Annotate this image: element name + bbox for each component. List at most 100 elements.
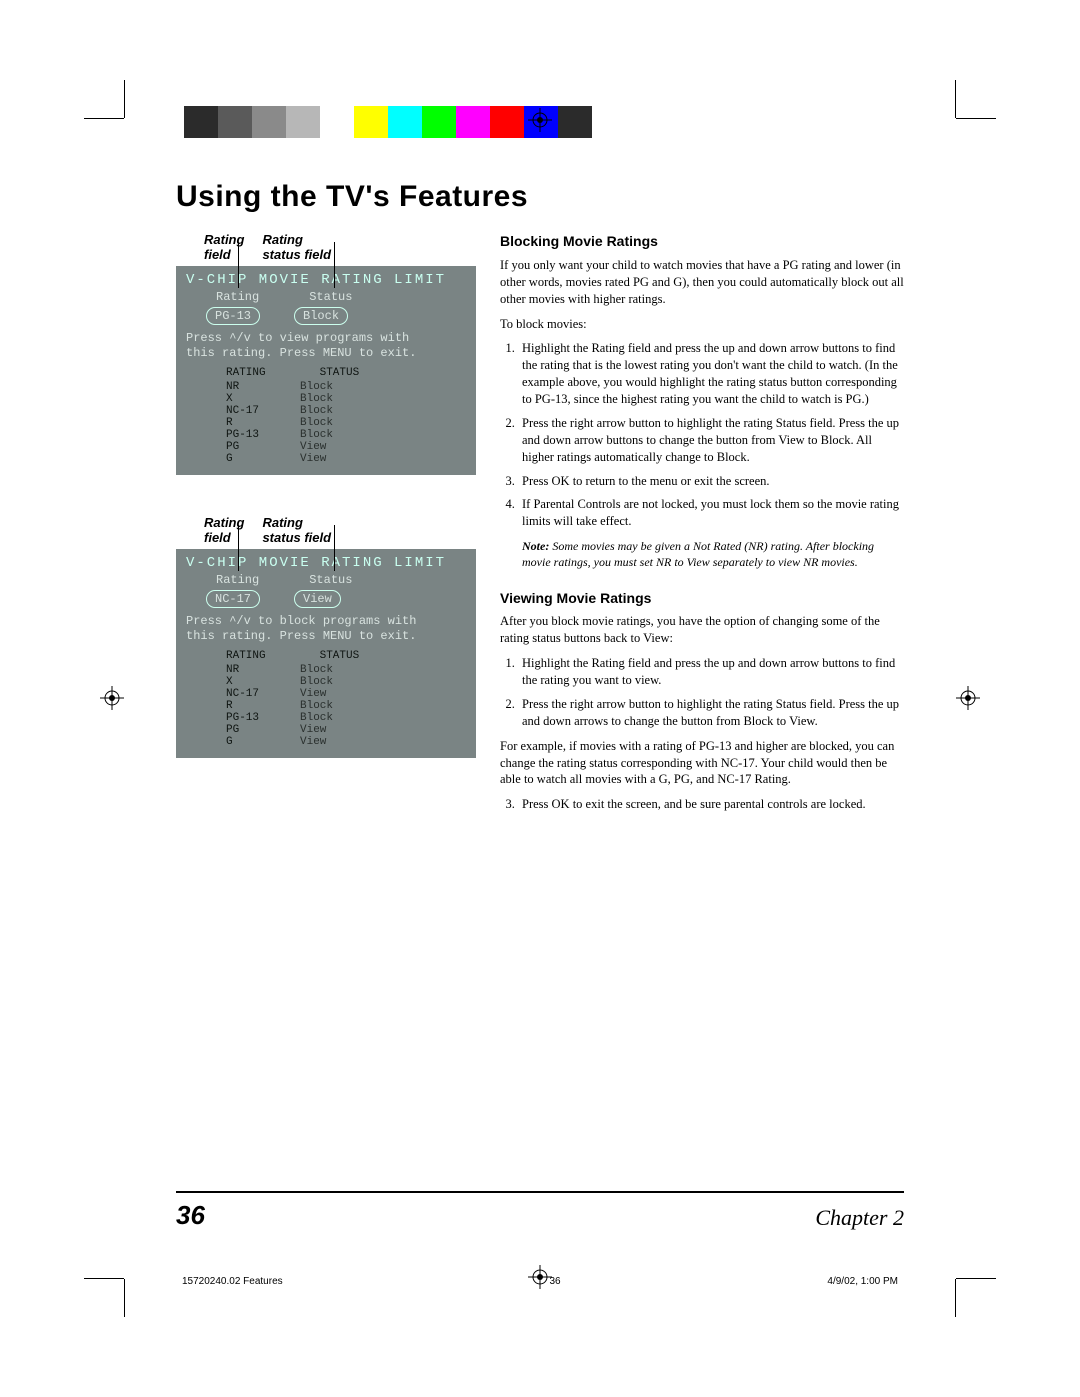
page: Using the TV's Features Rating field Rat… <box>0 0 1080 1397</box>
tv-selected-status: Block <box>294 307 348 325</box>
color-swatch <box>558 106 592 138</box>
tv-table-row: NRBlock <box>226 381 466 393</box>
footer-rule <box>176 1191 904 1193</box>
crop-mark <box>956 118 996 119</box>
registration-mark-icon <box>528 108 552 132</box>
tv-table-row: PG-13Block <box>226 712 466 724</box>
page-number: 36 <box>176 1200 205 1231</box>
tv-table-row: PGView <box>226 724 466 736</box>
tv-rating-cell: X <box>226 393 300 405</box>
tv-table-head-rating: RATING <box>226 367 266 379</box>
tv-table-row: GView <box>226 453 466 465</box>
doc-timestamp: 4/9/02, 1:00 PM <box>827 1276 898 1287</box>
section-heading-blocking: Blocking Movie Ratings <box>500 232 904 251</box>
tv-rating-cell: NC-17 <box>226 688 300 700</box>
tv-table-row: XBlock <box>226 676 466 688</box>
two-column-layout: Rating field Rating status field V-CHIP … <box>176 232 904 821</box>
section-heading-viewing: Viewing Movie Ratings <box>500 589 904 608</box>
color-swatch <box>388 106 422 138</box>
tv-rating-cell: PG <box>226 441 300 453</box>
tv-instruction-line: this rating. Press MENU to exit. <box>186 629 466 644</box>
color-swatch <box>218 106 252 138</box>
note-text: Some movies may be given a Not Rated (NR… <box>522 539 874 569</box>
step-item: Highlight the Rating field and press the… <box>518 340 904 408</box>
body-text: To block movies: <box>500 316 904 333</box>
crop-mark <box>124 1279 125 1317</box>
crop-mark <box>955 1279 956 1317</box>
callout-labels: Rating field Rating status field <box>204 515 476 545</box>
callout-line <box>238 525 239 571</box>
step-item: Press OK to return to the menu or exit t… <box>518 473 904 490</box>
tv-status-cell: View <box>300 724 326 736</box>
tv-status-cell: Block <box>300 676 333 688</box>
tv-rating-cell: R <box>226 700 300 712</box>
tv-selected-rating: PG-13 <box>206 307 260 325</box>
tv-rating-cell: G <box>226 736 300 748</box>
tv-rating-cell: NR <box>226 664 300 676</box>
tv-rating-cell: NR <box>226 381 300 393</box>
doc-page: 36 <box>549 1276 560 1287</box>
tv-selected-status: View <box>294 590 341 608</box>
tv-status-cell: Block <box>300 429 333 441</box>
tv-rating-cell: G <box>226 453 300 465</box>
tv-col-head-status: Status <box>309 573 352 587</box>
left-column: Rating field Rating status field V-CHIP … <box>176 232 476 821</box>
tv-table-row: PG-13Block <box>226 429 466 441</box>
callout-line <box>238 242 239 288</box>
doc-filename: 15720240.02 Features <box>182 1276 283 1287</box>
registration-mark-icon <box>100 686 124 710</box>
tv-instruction-line: this rating. Press MENU to exit. <box>186 346 466 361</box>
status-field-label: Rating <box>262 232 331 247</box>
status-field-label: Rating <box>262 515 331 530</box>
steps-list-viewing-cont: Press OK to exit the screen, and be sure… <box>518 796 904 813</box>
tv-status-cell: Block <box>300 700 333 712</box>
color-swatch <box>286 106 320 138</box>
crop-mark <box>955 80 956 118</box>
step-item: Press the right arrow button to highligh… <box>518 415 904 466</box>
tv-rating-cell: PG <box>226 724 300 736</box>
body-text: After you block movie ratings, you have … <box>500 613 904 647</box>
tv-selected-rating: NC-17 <box>206 590 260 608</box>
tv-table-row: NC-17Block <box>226 405 466 417</box>
tv-status-cell: Block <box>300 664 333 676</box>
tv-table-row: XBlock <box>226 393 466 405</box>
color-swatch <box>354 106 388 138</box>
callout-line <box>334 242 335 288</box>
step-item: Press the right arrow button to highligh… <box>518 696 904 730</box>
body-text: For example, if movies with a rating of … <box>500 738 904 789</box>
color-swatch <box>252 106 286 138</box>
tv-menu-title: V-CHIP MOVIE RATING LIMIT <box>186 272 466 288</box>
tv-rating-cell: PG-13 <box>226 429 300 441</box>
registration-mark-icon <box>956 686 980 710</box>
tv-screenshot-block: V-CHIP MOVIE RATING LIMIT Rating Status … <box>176 266 476 475</box>
color-swatch <box>320 106 354 138</box>
tv-table-head-status: STATUS <box>320 650 360 662</box>
tv-screenshot-view: V-CHIP MOVIE RATING LIMIT Rating Status … <box>176 549 476 758</box>
step-item: If Parental Controls are not locked, you… <box>518 496 904 530</box>
crop-mark <box>124 80 125 118</box>
tv-status-cell: View <box>300 453 326 465</box>
tv-status-cell: View <box>300 688 326 700</box>
tv-col-head-status: Status <box>309 290 352 304</box>
content-area: Using the TV's Features Rating field Rat… <box>176 180 904 821</box>
tv-table-row: NRBlock <box>226 664 466 676</box>
status-field-label: status field <box>262 530 331 545</box>
color-swatch <box>184 106 218 138</box>
tv-status-cell: View <box>300 441 326 453</box>
chapter-label: Chapter 2 <box>815 1205 904 1231</box>
tv-status-cell: View <box>300 736 326 748</box>
tv-status-cell: Block <box>300 393 333 405</box>
step-item: Press OK to exit the screen, and be sure… <box>518 796 904 813</box>
page-title: Using the TV's Features <box>176 180 904 214</box>
color-swatch <box>422 106 456 138</box>
tv-table-row: PGView <box>226 441 466 453</box>
callout-labels: Rating field Rating status field <box>204 232 476 262</box>
tv-table-head-status: STATUS <box>320 367 360 379</box>
tv-instruction-line: Press ^/v to block programs with <box>186 614 466 629</box>
tv-menu-title: V-CHIP MOVIE RATING LIMIT <box>186 555 466 571</box>
tv-table-row: NC-17View <box>226 688 466 700</box>
tv-table-row: GView <box>226 736 466 748</box>
crop-mark <box>956 1278 996 1279</box>
note-label: Note: <box>522 539 549 553</box>
body-text: If you only want your child to watch mov… <box>500 257 904 308</box>
